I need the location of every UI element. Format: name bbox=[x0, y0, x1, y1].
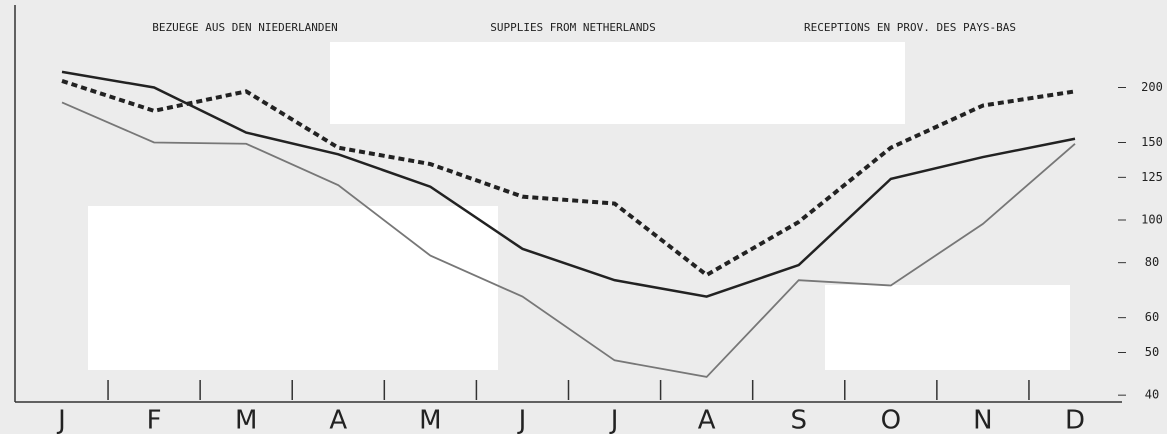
x-tick-label: M bbox=[235, 406, 257, 434]
x-tick-label: F bbox=[147, 406, 162, 434]
background-patch bbox=[330, 42, 905, 124]
x-tick-label: A bbox=[329, 406, 347, 434]
title-french: RECEPTIONS EN PROV. DES PAYS-BAS bbox=[804, 21, 1016, 34]
y-tick-label: 60 bbox=[1145, 310, 1159, 324]
title-german: BEZUEGE AUS DEN NIEDERLANDEN bbox=[152, 21, 337, 34]
x-tick-label: O bbox=[881, 406, 901, 434]
x-tick-label: D bbox=[1065, 406, 1085, 434]
x-tick-label: S bbox=[790, 406, 807, 434]
background-patch bbox=[825, 285, 1070, 370]
x-tick-label: M bbox=[419, 406, 441, 434]
x-tick-label: J bbox=[56, 406, 66, 434]
x-tick-label: J bbox=[517, 406, 527, 434]
series-line bbox=[61, 70, 1076, 298]
y-tick-label: 125 bbox=[1141, 170, 1163, 184]
x-tick-label: A bbox=[698, 406, 716, 434]
x-tick-label: J bbox=[609, 406, 619, 434]
title-english: SUPPLIES FROM NETHERLANDS bbox=[490, 21, 656, 34]
y-tick-label: 200 bbox=[1141, 80, 1163, 94]
y-tick-label: 40 bbox=[1145, 388, 1159, 402]
series-line bbox=[61, 101, 1076, 378]
y-tick-label: 80 bbox=[1145, 255, 1159, 269]
y-tick-label: 150 bbox=[1141, 135, 1163, 149]
x-tick-label: N bbox=[973, 406, 992, 434]
background-patch bbox=[88, 206, 498, 370]
y-tick-label: 100 bbox=[1141, 213, 1163, 227]
y-tick-label: 50 bbox=[1145, 345, 1159, 359]
series-line bbox=[61, 79, 1076, 278]
